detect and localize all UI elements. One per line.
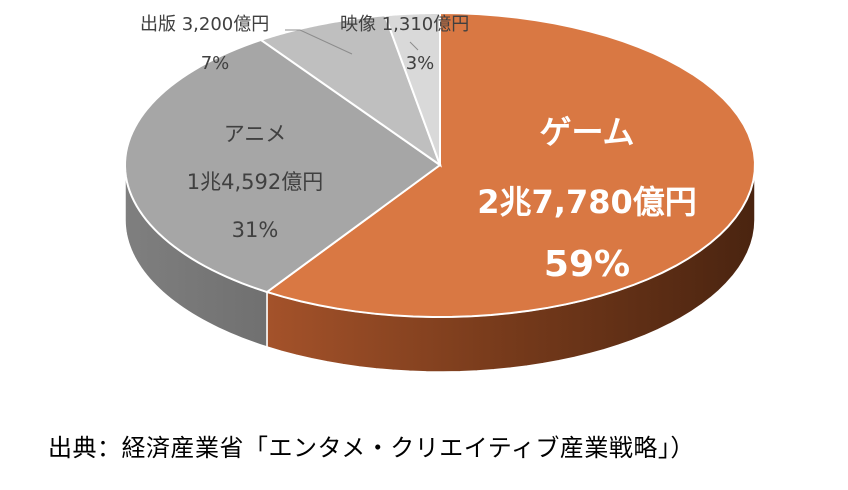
- slice-3: [383, 12, 441, 166]
- source-note: 出典：経済産業省「エンタメ・クリエイティブ産業戦略」）: [48, 434, 695, 462]
- slice-2: [258, 14, 443, 168]
- slice-label-2-name-amount: 出版 3,200億円: [140, 14, 269, 35]
- slice-0: [264, 11, 756, 318]
- slice-label-0-name: ゲーム: [539, 113, 634, 151]
- slice-label-1-percent-label: 31%: [232, 218, 279, 242]
- pie-tops: [124, 11, 756, 318]
- leader-line-1: [409, 41, 419, 51]
- leader-lines: [285, 29, 419, 55]
- slice-label-1-name: アニメ: [224, 122, 287, 146]
- slice-1: [124, 38, 442, 294]
- leader-line-0: [285, 29, 353, 55]
- slice-label-2-percent-label: 7%: [201, 53, 230, 74]
- pie-chart: ゲーム 2兆7,780億円 59% アニメ 1兆4,592億円 31% 出版 3,200億円…: [124, 11, 756, 373]
- slice-label-3-percent-label: 3%: [406, 53, 435, 74]
- slice-label-0-amount-label: 2兆7,780億円: [477, 183, 697, 221]
- slice-label-0-percent-label: 59%: [544, 244, 630, 285]
- slice-label-1-amount-label: 1兆4,592億円: [187, 170, 323, 194]
- slice-labels: ゲーム 2兆7,780億円 59% アニメ 1兆4,592億円 31% 出版 3,200億円…: [140, 14, 697, 285]
- slice-label-3-name-amount: 映像 1,310億円: [340, 14, 469, 35]
